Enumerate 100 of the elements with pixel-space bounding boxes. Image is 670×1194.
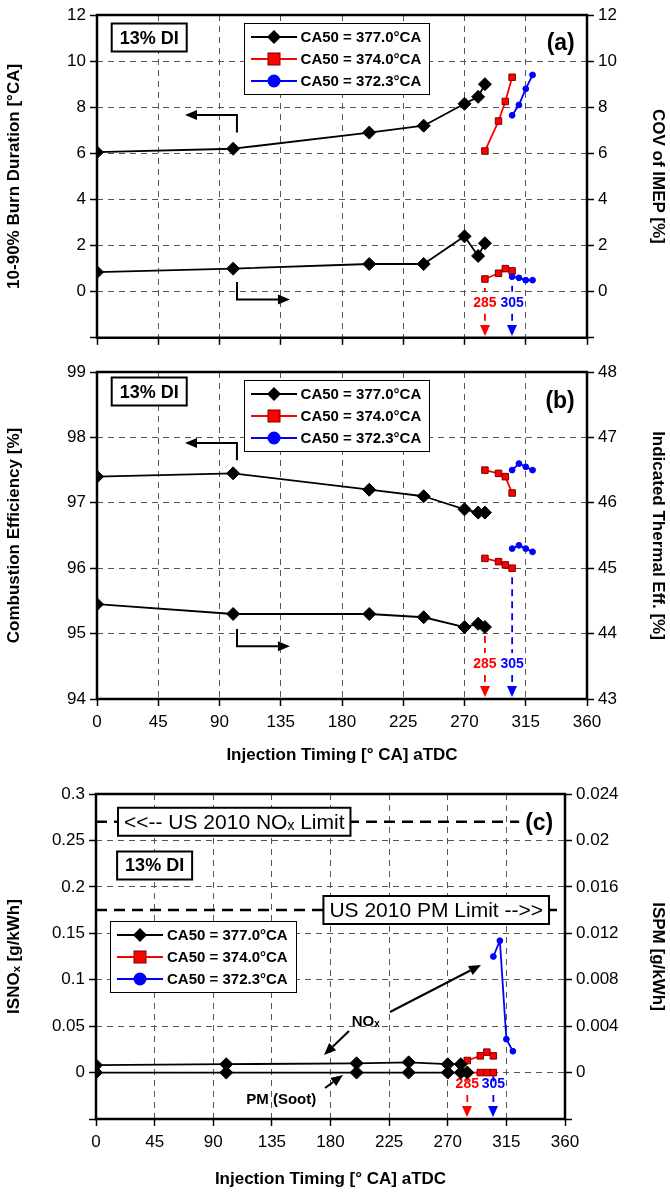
x-tick-label: 270: [433, 1131, 462, 1151]
y-tick-label: 0.15: [51, 922, 85, 942]
y2-tick-label: 46: [598, 492, 617, 512]
point: [508, 564, 516, 572]
point: [501, 97, 510, 106]
point: [508, 267, 516, 275]
point: [494, 469, 503, 478]
legend-label: CA50 = 377.0°CA: [167, 924, 288, 945]
point: [226, 466, 241, 481]
point: [477, 77, 492, 92]
ref-line-label: 285: [473, 654, 497, 671]
y-tick-label: 0.05: [51, 1015, 85, 1035]
legend-label: CA50 = 372.3°CA: [167, 968, 288, 989]
point: [489, 953, 497, 960]
annotation: (c): [525, 808, 554, 835]
x-tick-label: 360: [550, 1131, 580, 1151]
y2-tick-label: 12: [598, 4, 617, 24]
legend-label: CA50 = 374.0°CA: [300, 406, 422, 426]
point: [457, 96, 472, 111]
point: [362, 125, 377, 140]
y-tick-label: 95: [67, 623, 86, 643]
x-tick-label: 90: [210, 711, 229, 731]
ref-line-label: 285: [473, 293, 497, 310]
y2-axis-title: Indicated Thermal Eff. [%]: [649, 431, 669, 640]
y-tick-label: 2: [76, 235, 86, 255]
point: [362, 482, 377, 497]
point: [489, 1052, 498, 1060]
annotation: NOₓ: [351, 1011, 381, 1029]
y2-tick-label: 0.024: [576, 783, 619, 803]
point: [481, 554, 489, 563]
y2-tick-label: 0: [598, 281, 608, 301]
y2-tick-label: 6: [598, 143, 608, 163]
point: [362, 257, 377, 272]
annotation: 13% DI: [119, 381, 179, 402]
annotation: (b): [545, 386, 575, 413]
point: [508, 545, 516, 552]
y2-tick-label: 48: [598, 361, 617, 381]
point: [508, 111, 516, 119]
point: [501, 472, 510, 481]
annotation: (a): [546, 29, 575, 56]
x-tick-label: 225: [389, 711, 418, 731]
point: [471, 248, 486, 263]
point: [483, 1048, 491, 1056]
ref-line-label: <<-- US 2010 NOₓ Limit: [124, 809, 345, 833]
y-tick-label: 0: [76, 281, 86, 301]
y-tick-label: 0.1: [61, 969, 85, 989]
annotation: 13% DI: [119, 27, 179, 48]
annotation: PM (Soot): [246, 1089, 317, 1107]
legend-label: CA50 = 377.0°CA: [300, 384, 422, 404]
point: [476, 1052, 485, 1060]
point: [501, 264, 510, 273]
point: [457, 620, 472, 635]
y-tick-label: 96: [67, 557, 86, 577]
ref-line-label: 305: [500, 293, 525, 310]
legend-label: CA50 = 372.3°CA: [300, 428, 422, 448]
x-tick-label: 180: [316, 1131, 345, 1151]
x-tick-label: 45: [145, 1131, 165, 1151]
y-axis-title: Combustion Efficiency [%]: [3, 427, 23, 644]
y2-tick-label: 4: [598, 189, 608, 209]
x-tick-label: 360: [572, 711, 602, 731]
y-tick-label: 10: [67, 50, 86, 70]
legend-label: CA50 = 374.0°CA: [300, 49, 422, 69]
point: [457, 229, 472, 244]
point: [529, 466, 536, 474]
point: [529, 276, 536, 284]
point: [471, 89, 486, 104]
y2-tick-label: 10: [598, 50, 617, 70]
point: [494, 269, 503, 277]
x-tick-label: 0: [91, 1131, 101, 1151]
annotation: 13% DI: [125, 855, 185, 876]
legend-label: CA50 = 372.3°CA: [300, 71, 422, 91]
point: [481, 466, 489, 474]
y-tick-label: 8: [76, 96, 86, 116]
x-tick-label: 270: [450, 711, 479, 731]
x-tick-label: 90: [203, 1131, 223, 1151]
point: [508, 273, 516, 281]
y2-tick-label: 0.012: [576, 922, 619, 942]
point: [226, 141, 241, 156]
point: [515, 541, 523, 549]
point: [522, 463, 530, 471]
point: [522, 85, 530, 93]
point: [457, 502, 472, 517]
point: [496, 937, 504, 945]
x-tick-label: 0: [92, 711, 102, 731]
y-tick-label: 99: [67, 361, 86, 381]
y-tick-label: 4: [76, 189, 86, 209]
point: [226, 261, 241, 276]
y2-tick-label: 47: [598, 427, 617, 447]
point: [362, 606, 377, 621]
y2-tick-label: 0.004: [576, 1015, 619, 1035]
y-tick-label: 12: [67, 4, 86, 24]
point: [494, 117, 503, 125]
y2-tick-label: 44: [598, 623, 617, 643]
ref-line-label: US 2010 PM Limit -->>: [329, 897, 544, 921]
point: [515, 274, 523, 282]
ref-line-label: 305: [481, 1074, 506, 1091]
x-tick-label: 225: [374, 1131, 404, 1151]
y2-tick-label: 0.008: [576, 969, 619, 989]
y2-tick-label: 0.016: [576, 876, 619, 896]
y-axis-title: ISNOₓ [g/kWh]: [3, 899, 23, 1014]
